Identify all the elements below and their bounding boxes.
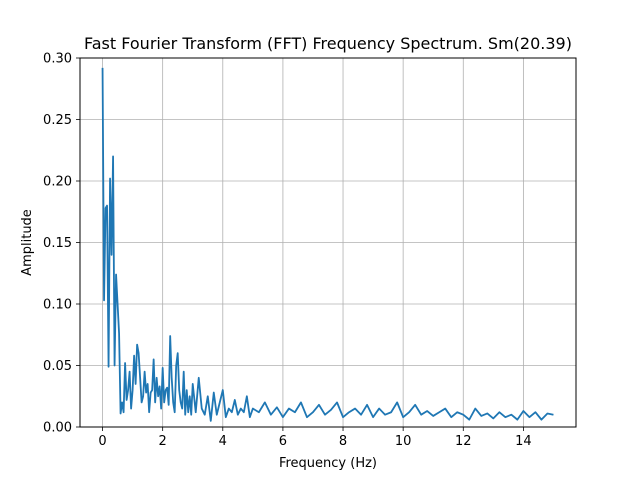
x-axis: 0 2 4 6 8 10 12 14 [98, 427, 532, 449]
y-tick-label: 0.00 [43, 421, 72, 436]
series-layer [101, 67, 554, 422]
y-tick-label: 0.10 [43, 298, 72, 313]
y-axis: 0.00 0.05 0.10 0.15 0.20 0.25 0.30 [43, 52, 80, 436]
series-line-0 [101, 67, 554, 422]
y-tick-label: 0.20 [43, 175, 72, 190]
x-tick-label: 6 [279, 434, 287, 449]
x-tick-label: 12 [455, 434, 472, 449]
x-tick-label: 0 [98, 434, 106, 449]
y-tick-label: 0.30 [43, 52, 72, 67]
chart-title: Fast Fourier Transform (FFT) Frequency S… [84, 34, 572, 53]
x-tick-label: 4 [219, 434, 227, 449]
x-tick-label: 14 [515, 434, 532, 449]
x-tick-label: 8 [339, 434, 347, 449]
x-axis-label: Frequency (Hz) [279, 456, 377, 471]
x-tick-label: 10 [395, 434, 412, 449]
x-tick-label: 2 [159, 434, 167, 449]
y-tick-label: 0.05 [43, 359, 72, 374]
y-tick-label: 0.15 [43, 236, 72, 251]
y-axis-label: Amplitude [20, 209, 35, 276]
y-tick-label: 0.25 [43, 113, 72, 128]
